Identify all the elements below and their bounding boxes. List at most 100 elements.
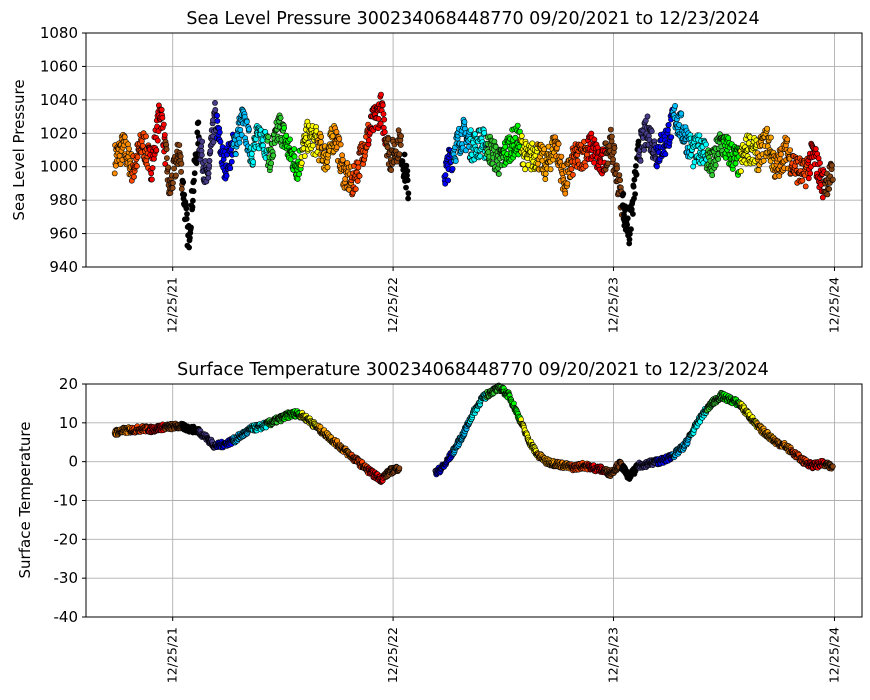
pressure-data-point (611, 145, 618, 151)
pressure-data-point (126, 145, 132, 152)
temperature-y-tick-label: 0 (68, 453, 78, 471)
pressure-data-point (381, 129, 388, 135)
pressure-data-point (329, 133, 336, 140)
pressure-data-point (668, 134, 675, 140)
pressure-data-point (617, 177, 623, 184)
pressure-data-point (212, 100, 218, 106)
pressure-data-point (336, 135, 343, 142)
pressure-data-point (148, 170, 155, 177)
pressure-data-point (324, 164, 331, 171)
pressure-data-point (207, 148, 214, 154)
pressure-data-point (815, 155, 822, 162)
pressure-data-point (481, 129, 488, 136)
pressure-data-point (238, 131, 245, 138)
pressure-data-point (631, 176, 638, 183)
temperature-data-points (111, 382, 836, 485)
pressure-data-point (380, 111, 387, 117)
pressure-data-point (696, 132, 703, 139)
pressure-data-point (542, 176, 549, 182)
pressure-data-point (177, 153, 184, 160)
pressure-data-point (183, 205, 190, 212)
pressure-data-point (404, 177, 411, 184)
pressure-data-point (356, 173, 363, 179)
pressure-data-point (206, 157, 213, 164)
pressure-data-point (462, 147, 469, 154)
pressure-data-point (246, 126, 252, 133)
pressure-data-point (760, 157, 767, 164)
pressure-x-ticks: 12/25/21 12/25/22 12/25/23 12/25/24 (165, 267, 841, 333)
pressure-data-point (159, 114, 166, 121)
pressure-data-point (817, 160, 823, 166)
pressure-data-point (630, 183, 637, 190)
pressure-data-point (568, 166, 575, 172)
pressure-data-point (183, 215, 190, 222)
pressure-data-point (309, 142, 316, 149)
pressure-data-point (449, 165, 456, 172)
pressure-data-point (768, 134, 774, 141)
pressure-data-point (112, 162, 119, 169)
pressure-data-point (824, 191, 831, 198)
pressure-data-point (191, 177, 197, 184)
pressure-y-tick-label: 960 (49, 225, 78, 243)
pressure-data-point (829, 176, 836, 183)
pressure-data-point (191, 170, 198, 177)
pressure-data-point (173, 172, 179, 179)
pressure-data-point (626, 236, 633, 243)
pressure-y-tick-label: 980 (49, 191, 78, 209)
temperature-chart-title: Surface Temperature 300234068448770 09/2… (177, 360, 769, 380)
temperature-data-point (829, 463, 836, 470)
pressure-data-point (799, 177, 806, 184)
pressure-data-point (452, 158, 459, 164)
pressure-x-tick-label: 12/25/24 (826, 277, 841, 333)
pressure-data-point (461, 119, 468, 125)
pressure-data-point (287, 136, 293, 143)
pressure-data-point (812, 145, 819, 152)
pressure-data-point (545, 143, 552, 150)
pressure-data-point (738, 168, 744, 175)
pressure-data-point (180, 179, 187, 186)
pressure-data-point (237, 126, 244, 133)
pressure-data-point (232, 151, 239, 158)
pressure-data-point (703, 141, 709, 148)
pressure-data-point (189, 204, 196, 210)
pressure-data-point (662, 151, 669, 158)
pressure-data-point (605, 160, 611, 167)
pressure-data-point (228, 158, 235, 165)
pressure-data-point (403, 162, 410, 169)
pressure-data-point (337, 141, 344, 148)
pressure-data-point (184, 211, 190, 217)
pressure-data-point (709, 172, 716, 179)
pressure-data-point (648, 128, 655, 135)
pressure-data-point (665, 122, 672, 128)
pressure-data-point (188, 224, 194, 231)
pressure-data-point (205, 170, 212, 177)
pressure-data-point (160, 121, 167, 128)
pressure-data-point (379, 102, 386, 109)
pressure-data-point (518, 133, 525, 139)
pressure-data-point (178, 168, 184, 175)
pressure-data-point (732, 160, 739, 167)
pressure-data-point (148, 176, 155, 183)
pressure-data-point (227, 165, 234, 172)
pressure-data-point (624, 215, 631, 222)
pressure-data-point (404, 167, 411, 174)
pressure-y-tick-label: 1040 (40, 91, 78, 109)
pressure-data-point (755, 167, 762, 174)
pressure-data-point (678, 110, 685, 117)
pressure-y-tick-label: 1000 (40, 158, 78, 176)
pressure-y-tick-label: 1060 (40, 57, 78, 75)
pressure-data-point (248, 150, 255, 157)
pressure-data-point (381, 116, 388, 123)
pressure-data-point (787, 147, 793, 153)
pressure-data-point (318, 133, 325, 140)
pressure-chart-title: Sea Level Pressure 300234068448770 09/20… (186, 9, 759, 29)
pressure-data-point (558, 153, 565, 160)
pressure-data-point (401, 151, 408, 158)
pressure-data-point (210, 139, 217, 145)
pressure-data-point (377, 120, 384, 127)
pressure-data-points (111, 91, 836, 251)
pressure-data-point (715, 156, 722, 162)
pressure-data-point (630, 211, 636, 217)
pressure-data-point (819, 194, 826, 201)
